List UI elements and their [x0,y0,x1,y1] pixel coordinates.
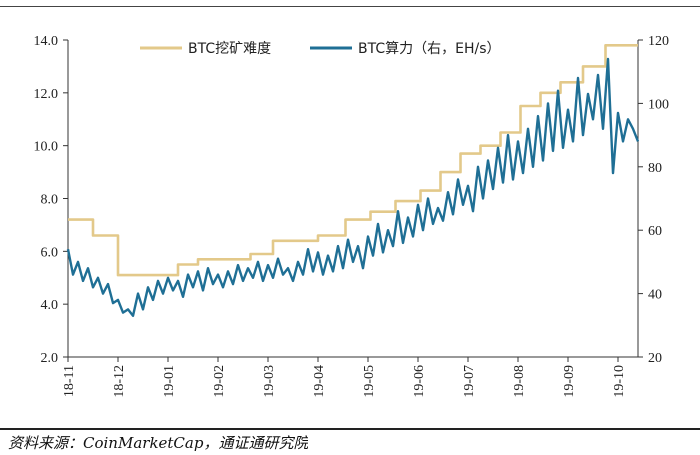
axes-layer: 2.0 4.0 6.0 8.0 10.0 12.0 14.0 20 40 60 80 100 120 18… [34,34,670,398]
difficulty-series-line [68,43,638,277]
left-tick-label: 12.0 [34,87,59,102]
right-tick-label: 120 [648,34,669,49]
left-tick-label: 4.0 [41,298,59,313]
right-tick-label: 100 [648,97,669,112]
x-tick-label: 19-10 [612,365,627,398]
x-tick-label: 19-05 [362,365,377,398]
right-tick-label: 60 [648,224,662,239]
x-tick-label: 18-12 [112,365,127,398]
x-tick-label: 18-11 [62,365,77,397]
left-tick-label: 8.0 [41,193,59,208]
x-tick-label: 19-07 [462,365,477,398]
left-tick-label: 14.0 [34,34,59,49]
right-tick-label: 40 [648,288,662,303]
hashrate-series-line [66,57,640,317]
top-rule [0,6,700,7]
x-tick-label: 19-09 [562,365,577,398]
x-tick-label: 19-03 [262,365,277,398]
legend-label: BTC挖矿难度 [188,41,271,57]
legend-label: BTC算力（右，EH/s） [358,41,501,57]
x-tick-label: 19-04 [312,365,327,398]
x-tick-label: 19-08 [512,365,527,398]
source-note: 资料来源：CoinMarketCap，通证通研究院 [8,434,309,452]
x-tick-label: 19-01 [162,365,177,398]
x-tick-label: 19-02 [212,365,227,398]
bottom-rule [0,428,700,430]
series-layer [66,43,640,317]
right-tick-label: 20 [648,351,662,366]
right-tick-label: 80 [648,161,662,176]
left-tick-label: 10.0 [34,140,59,155]
x-tick-label: 19-06 [412,365,427,398]
legend: BTC挖矿难度 BTC算力（右，EH/s） [140,41,501,57]
left-tick-label: 2.0 [41,351,59,366]
left-tick-label: 6.0 [41,245,59,260]
